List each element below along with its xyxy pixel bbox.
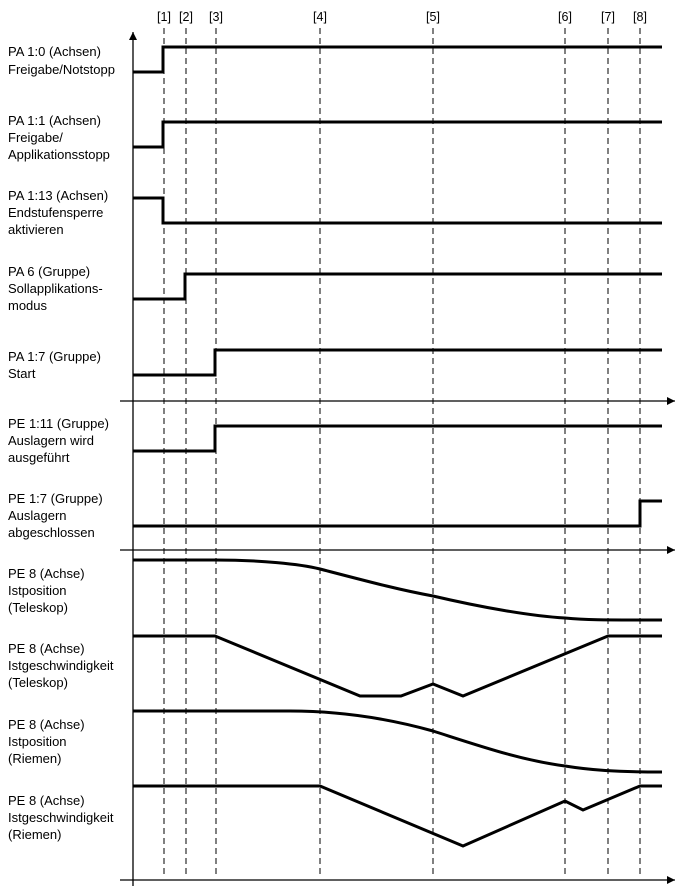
waveform-pa-1-7 (133, 348, 662, 377)
marker-label-1: [1] (157, 10, 171, 24)
marker-label-3: [3] (209, 10, 223, 24)
waveform-pe-1-11 (133, 424, 662, 453)
waveform-pe-1-7 (133, 499, 662, 528)
marker-label-8: [8] (633, 10, 647, 24)
marker-labels: [1] [2] [3] [4] [5] [6] [7] [8] (157, 10, 647, 24)
waveform-pa-6 (133, 272, 662, 301)
signal-label-pa-1-0: PA 1:0 (Achsen) Freigabe/Notstopp (8, 44, 115, 77)
signal-label-pe-8-position-riemen: PE 8 (Achse) Istposition (Riemen) (8, 717, 88, 766)
waveform-position-teleskop (133, 558, 663, 622)
marker-label-6: [6] (558, 10, 572, 24)
marker-lines (163, 28, 641, 878)
waveform-speed-teleskop (133, 634, 662, 698)
marker-label-2: [2] (179, 10, 193, 24)
signal-label-pe-1-11: PE 1:11 (Gruppe) Auslagern wird ausgefüh… (8, 416, 113, 465)
signal-label-pa-6: PA 6 (Gruppe) Sollapplikations- modus (8, 264, 106, 313)
signal-label-pe-8-speed-teleskop: PE 8 (Achse) Istgeschwindigkeit (Telesko… (8, 641, 117, 690)
waveform-pa-1-1 (133, 120, 662, 149)
signal-label-pa-1-1: PA 1:1 (Achsen) Freigabe/ Applikationsst… (8, 113, 110, 162)
signal-waveforms (133, 45, 663, 848)
marker-label-5: [5] (426, 10, 440, 24)
marker-label-4: [4] (313, 10, 327, 24)
waveform-position-riemen (133, 709, 663, 774)
signal-label-pe-8-position-teleskop: PE 8 (Achse) Istposition (Teleskop) (8, 566, 88, 615)
marker-label-7: [7] (601, 10, 615, 24)
waveform-pa-1-13 (133, 196, 662, 225)
signal-labels: PA 1:0 (Achsen) Freigabe/Notstopp PA 1:1… (8, 44, 117, 842)
waveform-speed-riemen (133, 784, 662, 848)
signal-label-pe-8-speed-riemen: PE 8 (Achse) Istgeschwindigkeit (Riemen) (8, 793, 117, 842)
signal-label-pe-1-7: PE 1:7 (Gruppe) Auslagern abgeschlossen (8, 491, 106, 540)
signal-label-pa-1-13: PA 1:13 (Achsen) Endstufensperre aktivie… (8, 188, 112, 237)
waveform-pa-1-0 (133, 45, 662, 74)
signal-label-pa-1-7: PA 1:7 (Gruppe) Start (8, 349, 105, 381)
